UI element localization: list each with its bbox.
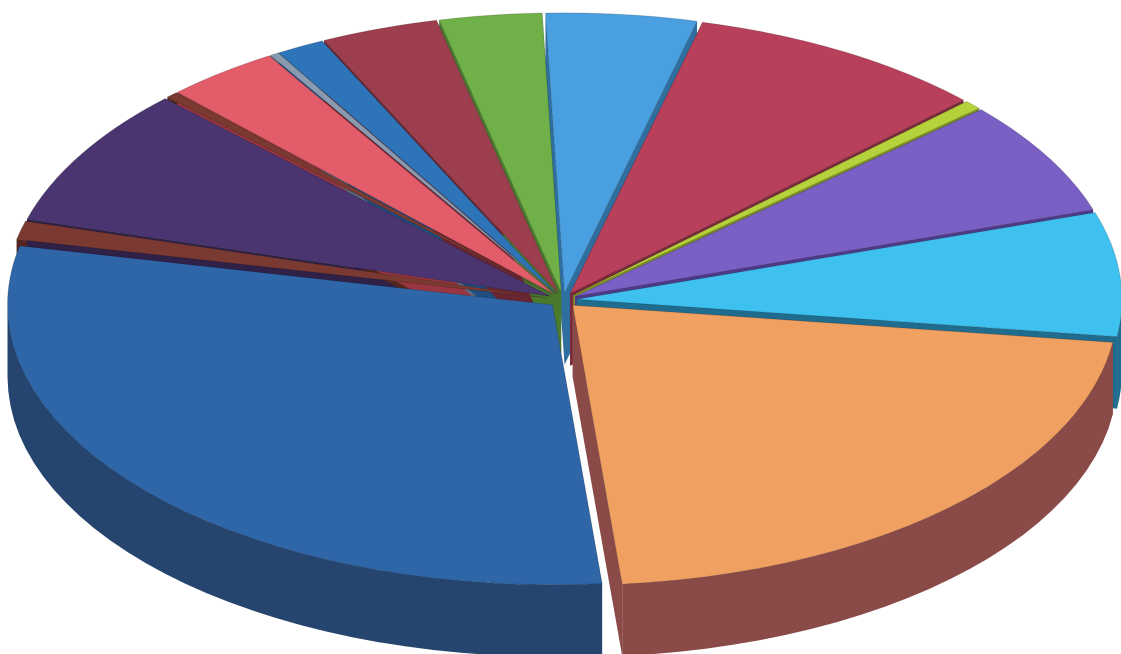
pie-slice-9 [26, 98, 552, 297]
pie-slice-7 [7, 245, 603, 586]
pie-slice-11 [176, 55, 555, 295]
pie-slice-8 [15, 220, 550, 299]
pie-slice-side-6 [622, 342, 1113, 654]
pie-slice-12 [269, 52, 557, 295]
pie-slice-cut-6-end [572, 305, 623, 654]
pie-top-faces [7, 12, 1121, 586]
pie-slice-side-5 [1117, 314, 1121, 409]
pie-slice-4 [574, 109, 1095, 297]
pie-slice-14 [323, 19, 559, 294]
pie-slice-15 [438, 12, 562, 294]
pie-slice-3 [573, 100, 981, 296]
pie-slice-side-7 [7, 304, 603, 654]
pie-slice-13 [277, 40, 557, 295]
pie-slice-10 [166, 92, 554, 296]
pie-slice-1 [544, 12, 698, 295]
pie-slice-5 [576, 211, 1121, 338]
pie-side-walls [7, 304, 1121, 654]
pie-slice-6 [572, 304, 1114, 585]
pie-slice-2 [568, 21, 965, 295]
